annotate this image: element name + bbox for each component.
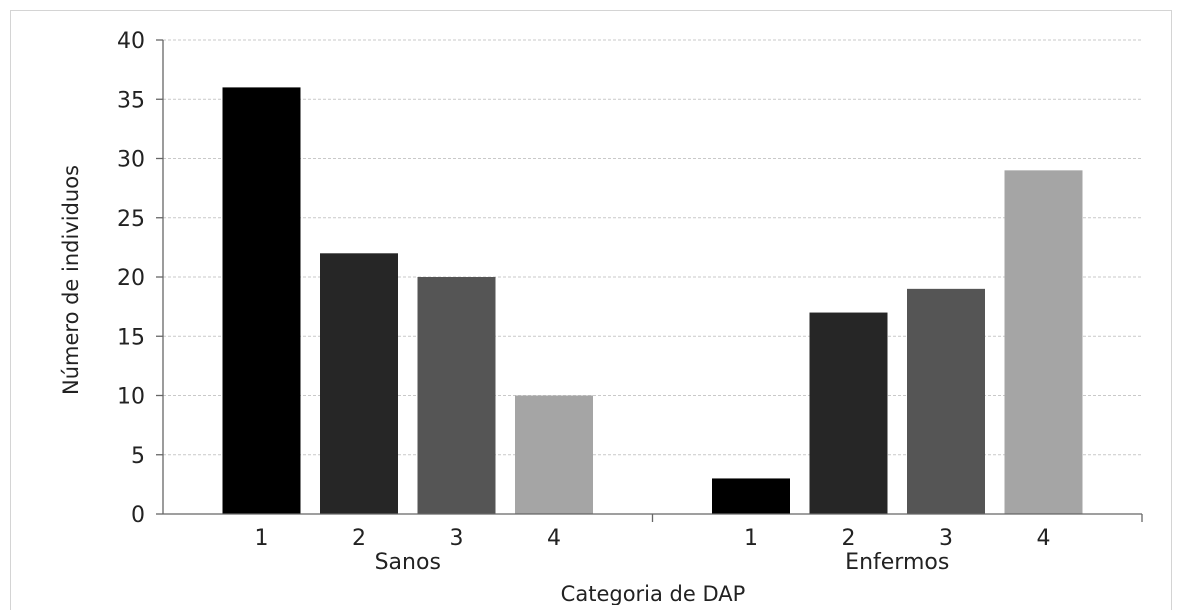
y-tick-label: 30 [117, 148, 145, 173]
bar [222, 87, 301, 515]
bars [222, 87, 1083, 515]
y-tick-label: 10 [117, 385, 145, 410]
x-tick-label: 3 [939, 526, 953, 551]
bar [417, 277, 496, 514]
group-labels: Sanos Enfermos [375, 550, 950, 575]
bar [1004, 170, 1083, 514]
x-tick-label: 2 [352, 526, 366, 551]
x-tick-label: 2 [842, 526, 856, 551]
bar [809, 312, 888, 514]
bar [712, 478, 790, 514]
x-tick-labels: 1 2 3 4 1 2 3 4 [255, 526, 1051, 551]
group-label: Sanos [375, 550, 441, 575]
y-tick-label: 0 [131, 503, 145, 528]
x-axis-title: Categoria de DAP [561, 582, 746, 605]
y-tick-label: 5 [131, 444, 145, 469]
y-tick-label: 15 [117, 325, 145, 350]
gridlines [163, 39, 1142, 456]
x-tick-label: 1 [255, 526, 269, 551]
y-tick-labels: 0 5 10 15 20 25 30 35 40 [117, 29, 145, 528]
y-axis-title: Número de individuos [59, 165, 83, 395]
bar [320, 253, 398, 515]
y-tick-label: 25 [117, 207, 145, 232]
bar [907, 288, 985, 514]
x-tick-label: 4 [547, 526, 561, 551]
y-tick-label: 40 [117, 29, 145, 54]
group-label: Enfermos [845, 550, 949, 575]
x-tick-label: 4 [1037, 526, 1051, 551]
y-tick-label: 20 [117, 266, 145, 291]
axes [156, 39, 1143, 522]
x-tick-label: 3 [450, 526, 464, 551]
x-tick-label: 1 [744, 526, 758, 551]
bar [515, 395, 593, 514]
y-tick-label: 35 [117, 88, 145, 113]
